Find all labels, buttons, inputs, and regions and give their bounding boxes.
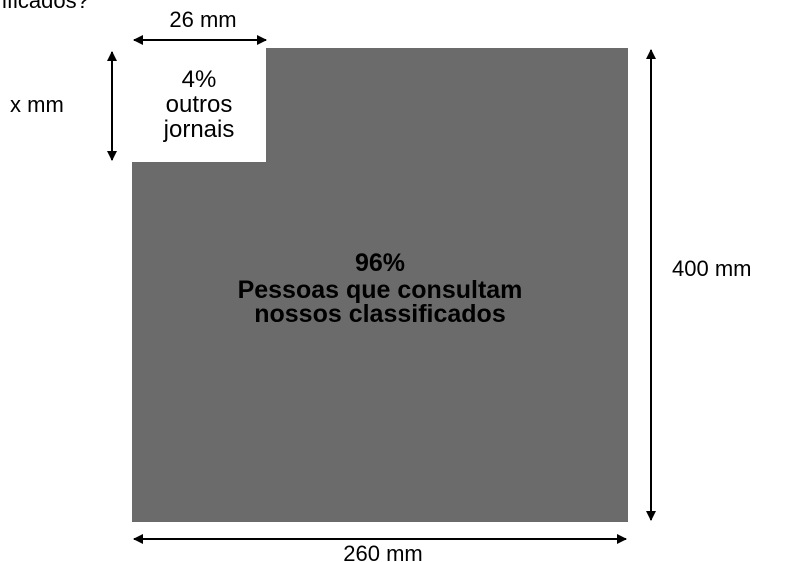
top-cut-text: ificados?	[2, 0, 89, 13]
main-area-label-line2: nossos classificados	[254, 300, 506, 328]
small-width-label: 26 mm	[169, 7, 236, 32]
small-height-label: x mm	[10, 92, 64, 117]
total-width-label: 260 mm	[343, 541, 422, 562]
main-area-percent: 96%	[355, 249, 405, 277]
small-area-percent: 4%	[182, 66, 217, 93]
main-area-label-line1: Pessoas que consultam	[238, 276, 523, 304]
small-area-label-line1: outros	[166, 91, 233, 118]
small-area	[132, 48, 266, 162]
small-area-label-line2: jornais	[163, 116, 235, 143]
total-height-label: 400 mm	[672, 256, 751, 281]
